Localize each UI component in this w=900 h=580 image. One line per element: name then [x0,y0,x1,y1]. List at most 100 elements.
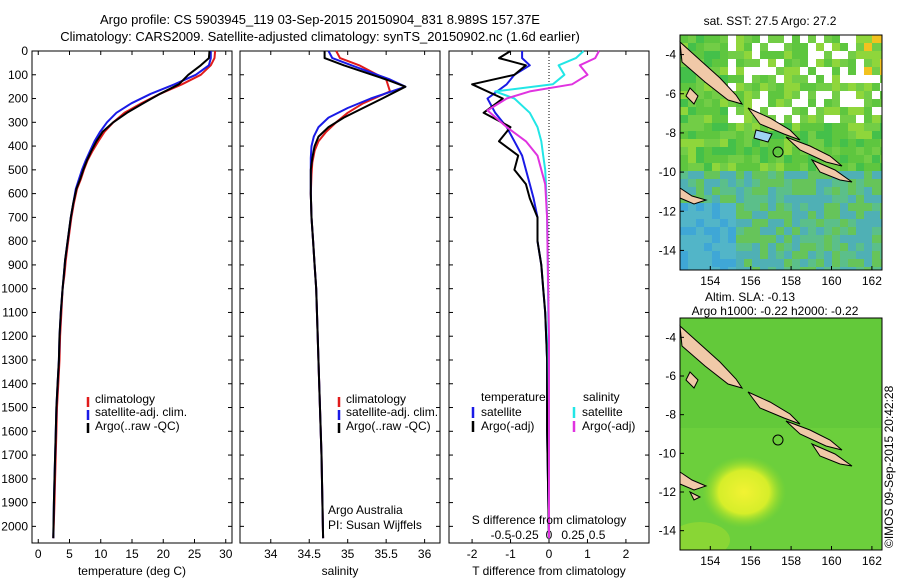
chart-title-line1: Argo profile: CS 5903945_119 03-Sep-2015… [100,12,540,27]
legend-label-climatology: climatology [95,392,155,406]
depth-tick-label: 1800 [1,472,28,486]
legend-label-sal-argo: Argo(-adj) [582,419,635,433]
legend-label-argo: Argo(..raw -QC) [346,419,431,433]
legend-label-argo: Argo(..raw -QC) [95,419,180,433]
sst-map-ytick-label: -14 [659,243,677,257]
sst-map-ytick-label: -6 [665,87,676,101]
temperature-xtick-label: 30 [219,547,233,561]
depth-tick-label: 700 [8,210,28,224]
salinity-xtick-label: 36 [418,547,432,561]
difference-xtick-label: -2 [467,547,478,561]
temperature-xtick-label: 0 [35,547,42,561]
sla-map-ytick-label: -6 [665,369,676,383]
chart-title-line2: Climatology: CARS2009. Satellite-adjuste… [60,29,580,44]
temperature-x-axis-label: temperature (deg C) [78,564,186,578]
sla-map-title-line2: Argo h1000: -0.22 h2000: -0.22 [692,304,859,318]
depth-tick-label: 600 [8,187,28,201]
temperature-xtick-label: 20 [157,547,171,561]
temperature-xtick-label: 5 [66,547,73,561]
temperature-series-satellite-adj-clim- [52,51,212,539]
sla-map-xtick-label: 160 [821,554,841,568]
sla-map-xtick-label: 162 [862,554,882,568]
sla-map-xtick-label: 156 [741,554,761,568]
sst-map-ytick-label: -10 [659,165,677,179]
legend-label-climatology: climatology [346,392,406,406]
legend-label-satellite: satellite-adj. clim. [95,405,187,419]
depth-tick-label: 0 [21,44,28,58]
difference-series-temperature-satellite [486,51,550,539]
sla-map-ytick-label: -10 [659,446,677,460]
sst-map-ytick-label: -8 [665,126,676,140]
sla-map-islands [679,324,853,501]
salinity-x-axis-label: salinity [322,564,359,578]
salinity-series-argo-raw-qc- [309,51,407,539]
temperature-xtick-label: 15 [125,547,139,561]
difference-xtick-label: 2 [623,547,630,561]
depth-tick-label: 300 [8,115,28,129]
copyright-credit: ©IMOS 09-Sep-2015 20:42:28 [882,385,896,548]
salinity-difference-tick-label: 0.25 [561,528,585,542]
difference-series-salinity-argo-adj- [486,50,600,539]
legend-label-temp-satellite: satellite [481,405,522,419]
temperature-series-climatology [52,50,217,539]
depth-tick-label: 200 [8,92,28,106]
sst-map-islands [679,40,853,205]
sst-map-frame [679,34,883,271]
sst-map-ytick-label: -4 [665,48,676,62]
salinity-xtick-label: 34.5 [298,547,322,561]
depth-tick-label: 1700 [1,448,28,462]
sla-map-xtick-label: 154 [700,554,720,568]
salinity-annotation-pi: PI: Susan Wijffels [328,518,422,532]
sla-map-ytick-label: -14 [659,524,677,538]
depth-tick-label: 1200 [1,329,28,343]
salinity-legend: climatology satellite-adj. clim. Argo(..… [337,392,438,433]
legend-label-temp-argo: Argo(-adj) [481,419,534,433]
depth-tick-label: 1600 [1,424,28,438]
sla-map-ytick-label: -12 [659,485,677,499]
sst-map-xtick-label: 154 [700,274,720,288]
temperature-series-argo-raw-qc- [52,50,211,539]
difference-series-salinity-satellite [494,50,585,539]
temperature-xtick-label: 25 [188,547,202,561]
sst-map-xtick-label: 160 [821,274,841,288]
sst-map-ytick-label: -12 [659,204,677,218]
depth-tick-label: 1900 [1,496,28,510]
sst-map-xtick-label: 162 [862,274,882,288]
salinity-series-satellite-adj-clim- [309,50,407,539]
sst-map-xtick-label: 158 [781,274,801,288]
difference-xtick-label: -1 [505,547,516,561]
difference-xtick-label: 0 [546,547,553,561]
sla-argo-location-marker [772,434,784,446]
depth-tick-label: 1100 [2,305,28,319]
salinity-annotation-institution: Argo Australia [328,503,403,517]
legend-label-sal-satellite: satellite [582,405,623,419]
depth-tick-label: 500 [8,163,28,177]
depth-tick-label: 2000 [1,519,28,533]
salinity-panel-frame [239,50,441,544]
sla-map-xtick-label: 158 [781,554,801,568]
legend-label-satellite: satellite-adj. clim. [346,405,438,419]
depth-tick-label: 900 [8,258,28,272]
difference-series-temperature-argo-adj- [471,50,550,539]
difference-top-axis-label: S difference from climatology [472,513,627,527]
salinity-xtick-label: 34 [264,547,278,561]
depth-tick-label: 800 [8,234,28,248]
difference-x-axis-label: T difference from climatology [472,564,626,578]
sst-argo-location-marker [772,146,784,158]
salinity-difference-tick-label: -0.5 [491,528,512,542]
sst-map-xtick-label: 156 [741,274,761,288]
legend-title-salinity: salinity [583,390,620,404]
sla-map-ytick-label: -4 [665,330,676,344]
difference-legend: temperature salinity satellite Argo(-adj… [471,390,635,433]
depth-tick-label: 400 [8,139,28,153]
salinity-xtick-label: 35.5 [374,547,398,561]
legend-title-temperature: temperature [481,390,546,404]
depth-tick-label: 100 [8,68,28,82]
salinity-difference-tick-label: 0.5 [589,528,606,542]
depth-tick-label: 1500 [1,401,28,415]
depth-tick-label: 1300 [1,353,28,367]
depth-tick-label: 1000 [1,282,28,296]
sla-map-title-line1: Altim. SLA: -0.13 [705,290,795,304]
temperature-legend: climatology satellite-adj. clim. Argo(..… [86,392,187,433]
